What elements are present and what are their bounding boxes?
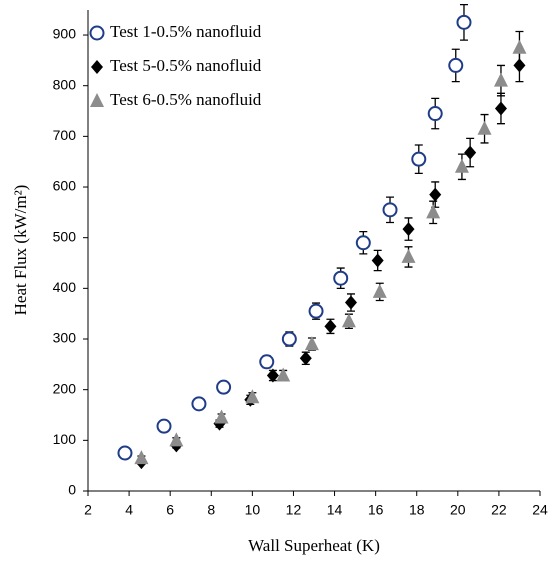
point [513,58,526,73]
point [477,120,492,135]
x-tick-label: 14 [327,502,343,518]
point [411,151,427,167]
legend-marker [90,93,104,107]
point [308,303,324,319]
y-tick-label: 800 [53,76,77,92]
x-tick-label: 20 [450,502,466,518]
point [214,409,229,424]
point [266,368,279,383]
y-tick-label: 300 [53,330,77,346]
x-tick-label: 10 [245,502,261,518]
point [464,145,477,160]
point [493,72,508,87]
point [494,101,507,116]
point [324,319,337,334]
point [191,396,207,412]
y-tick-label: 900 [53,26,77,42]
point [156,418,172,434]
legend-marker [89,25,105,41]
point [333,270,349,286]
x-tick-label: 24 [532,502,548,518]
x-tick-label: 8 [207,502,215,518]
y-tick-label: 500 [53,228,77,244]
point [382,202,398,218]
point [355,235,371,251]
x-tick-label: 2 [84,502,92,518]
point [304,336,319,351]
point [216,379,232,395]
y-tick-label: 700 [53,127,77,143]
point [371,253,384,268]
x-tick-label: 6 [166,502,174,518]
y-axis-title: Heat Flux (kW/m²) [11,185,30,316]
y-tick-label: 400 [53,279,77,295]
point [456,14,472,30]
y-tick-label: 100 [53,431,77,447]
legend-label: Test 1-0.5% nanofluid [110,22,262,41]
x-axis-title: Wall Superheat (K) [248,536,380,555]
legend-label: Test 5-0.5% nanofluid [110,56,262,75]
point [117,445,133,461]
point [169,432,184,447]
legend-marker [91,60,103,74]
x-tick-label: 22 [491,502,507,518]
point [454,158,469,173]
y-tick-label: 0 [68,482,76,498]
point [276,367,291,382]
point [401,248,416,263]
point [134,450,149,465]
point [448,57,464,73]
x-tick-label: 4 [125,502,133,518]
legend-label: Test 6-0.5% nanofluid [110,90,262,109]
point [426,204,441,219]
point [344,295,357,310]
point [429,187,442,202]
y-tick-label: 600 [53,178,77,194]
point [281,331,297,347]
point [427,106,443,122]
point [372,283,387,298]
point [259,354,275,370]
point [299,351,312,366]
x-tick-label: 12 [286,502,302,518]
y-tick-label: 200 [53,380,77,396]
x-tick-label: 16 [368,502,384,518]
point [341,313,356,328]
point [245,389,260,404]
point [402,222,415,237]
point [512,39,527,54]
x-tick-label: 18 [409,502,425,518]
